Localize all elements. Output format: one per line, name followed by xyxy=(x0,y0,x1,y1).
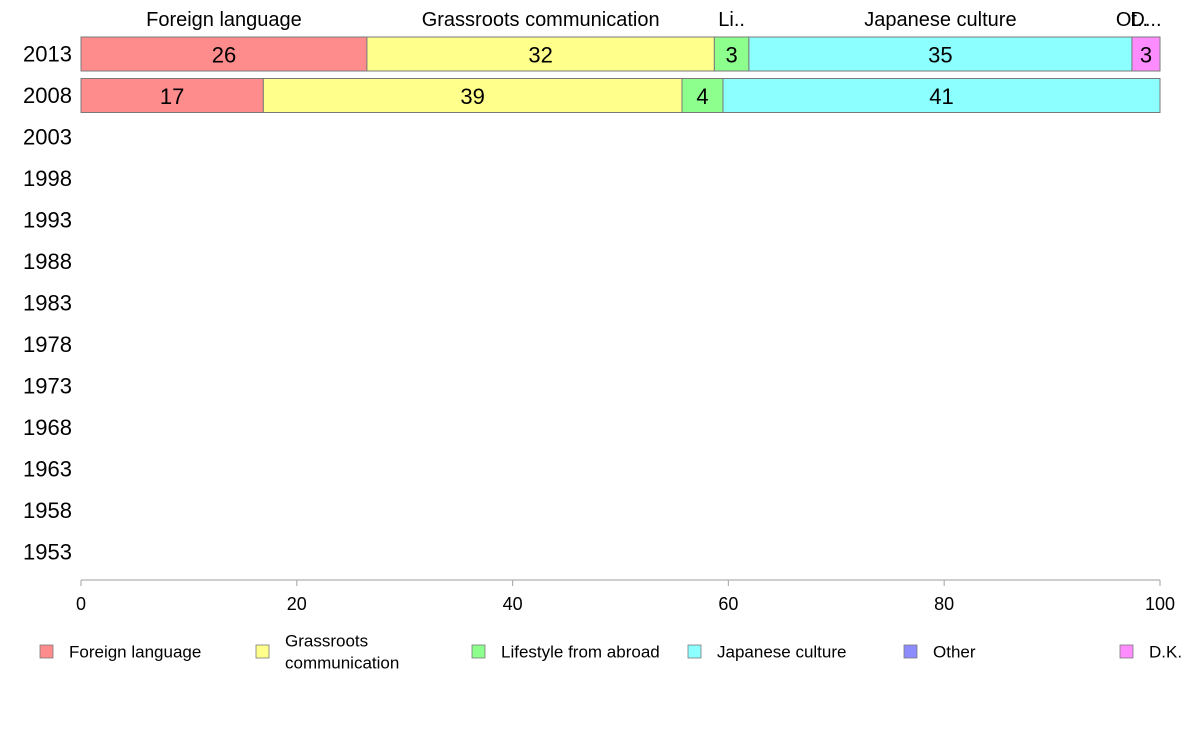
legend-swatch-3 xyxy=(687,644,702,659)
bars xyxy=(80,36,1161,113)
data-label-2008-series-0: 17 xyxy=(160,84,184,109)
y-tick-label-1963: 1963 xyxy=(23,457,72,482)
legend-label-3: Japanese culture xyxy=(717,643,846,662)
segment-header-label-3: Japanese culture xyxy=(864,9,1016,31)
bar-2008-series-0 xyxy=(80,78,264,113)
bar-2008-series-2 xyxy=(681,78,724,113)
data-label-2013-series-5: 3 xyxy=(1140,43,1152,68)
bar-2008-series-1 xyxy=(262,78,683,113)
data-label-2008-series-3: 41 xyxy=(929,84,953,109)
x-tick-label-60: 60 xyxy=(718,594,738,614)
legend-label-0: Foreign language xyxy=(69,643,201,662)
y-tick-label-2003: 2003 xyxy=(23,125,72,150)
legend-swatch-1 xyxy=(255,644,270,659)
legend-swatch-0 xyxy=(39,644,54,659)
bar-2008-series-3 xyxy=(722,78,1161,113)
x-axis: 0 20 40 60 80 100 xyxy=(76,579,1175,614)
segment-header-label-0: Foreign language xyxy=(146,9,302,31)
legend-label-1-line-1: communication xyxy=(285,654,399,673)
legend-label-1-line-0: Grassroots xyxy=(285,632,368,651)
segment-header-label-5: D... xyxy=(1130,9,1161,31)
segment-header-label-2: Li.. xyxy=(718,9,745,31)
y-tick-label-1978: 1978 xyxy=(23,332,72,357)
legend-swatch-4 xyxy=(903,644,918,659)
legend-label-2: Lifestyle from abroad xyxy=(501,643,660,662)
x-tick-label-0: 0 xyxy=(76,594,86,614)
x-tick-label-100: 100 xyxy=(1145,594,1175,614)
x-tick-label-40: 40 xyxy=(503,594,523,614)
bar-2013-series-1 xyxy=(366,36,715,72)
y-tick-label-1953: 1953 xyxy=(23,540,72,565)
y-tick-label-1983: 1983 xyxy=(23,291,72,316)
y-tick-label-1988: 1988 xyxy=(23,249,72,274)
bar-2013-series-5 xyxy=(1131,36,1161,72)
y-tick-label-1998: 1998 xyxy=(23,166,72,191)
x-tick-label-80: 80 xyxy=(934,594,954,614)
y-tick-label-2008: 2008 xyxy=(23,83,72,108)
y-tick-label-1968: 1968 xyxy=(23,415,72,440)
y-tick-label-2013: 2013 xyxy=(23,42,72,67)
data-label-2013-series-3: 35 xyxy=(928,43,952,68)
data-label-2008-series-2: 4 xyxy=(696,84,708,109)
legend: Foreign language Grassroots communication L… xyxy=(39,632,1182,673)
y-tick-label-1973: 1973 xyxy=(23,374,72,399)
legend-swatch-5 xyxy=(1119,644,1134,659)
x-tick-label-20: 20 xyxy=(287,594,307,614)
segment-header-label-4: Ot.. xyxy=(1116,9,1148,31)
data-label-2013-series-0: 26 xyxy=(212,43,236,68)
legend-swatch-2 xyxy=(471,644,486,659)
legend-label-4: Other xyxy=(933,643,976,662)
segment-header-labels: Foreign language Grassroots communication… xyxy=(146,9,1161,31)
y-axis: 2013 2008 2003 1998 1993 1988 1983 1978 1973 1968… xyxy=(23,42,72,565)
y-tick-label-1993: 1993 xyxy=(23,208,72,233)
segment-header-label-1: Grassroots communication xyxy=(422,9,660,31)
bar-value-labels: 26 32 3 35 3 17 39 4 41 xyxy=(160,43,1152,110)
data-label-2008-series-1: 39 xyxy=(460,84,484,109)
legend-label-5: D.K. xyxy=(1149,643,1182,662)
y-tick-label-1958: 1958 xyxy=(23,498,72,523)
data-label-2013-series-2: 3 xyxy=(726,43,738,68)
data-label-2013-series-1: 32 xyxy=(528,43,552,68)
